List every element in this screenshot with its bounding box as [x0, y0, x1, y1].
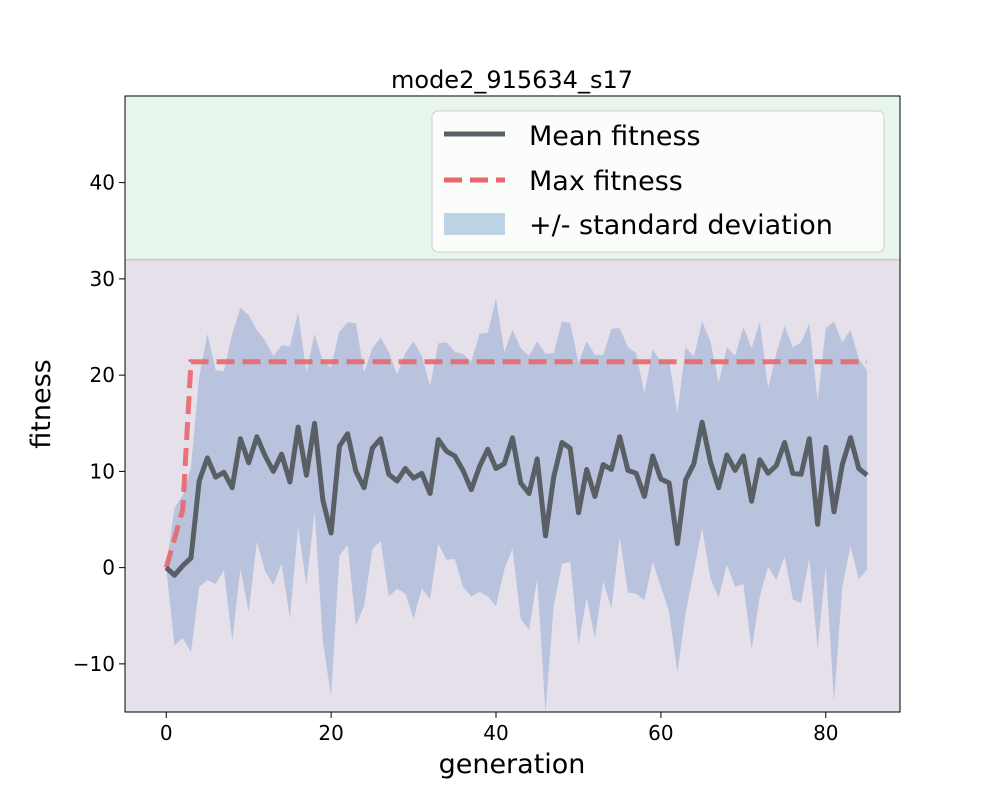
x-tick-label: 0 — [160, 721, 173, 745]
y-tick-label: 0 — [102, 556, 115, 580]
y-axis-label: fitness — [26, 359, 57, 448]
legend-mean-label: Mean fitness — [529, 121, 701, 152]
y-axis-ticks: −10 0 10 20 30 40 — [73, 171, 125, 676]
x-tick-label: 80 — [813, 721, 838, 745]
legend-box — [431, 110, 885, 253]
y-tick-label: 10 — [90, 459, 115, 483]
y-tick-label: 20 — [90, 363, 115, 387]
std-deviation-band — [166, 298, 867, 712]
legend-band-swatch — [444, 213, 505, 235]
x-axis-ticks: 0 20 40 60 80 — [160, 712, 839, 745]
plot-frame — [124, 95, 901, 713]
max-fitness-line — [163, 359, 867, 569]
y-tick-label: 30 — [90, 267, 115, 291]
x-axis-label: generation — [439, 749, 586, 780]
x-tick-label: 40 — [483, 721, 508, 745]
legend-max-label: Max fitness — [529, 166, 683, 197]
x-tick-label: 60 — [648, 721, 673, 745]
y-tick-label: 40 — [90, 171, 115, 195]
legend: Mean fitness Max fitness +/- standard de… — [431, 110, 885, 253]
legend-band-label: +/- standard deviation — [529, 210, 833, 241]
mean-fitness-line — [164, 419, 869, 578]
x-tick-label: 20 — [318, 721, 343, 745]
y-tick-label: −10 — [73, 652, 115, 676]
chart-title: mode2_915634_s17 — [391, 66, 633, 94]
